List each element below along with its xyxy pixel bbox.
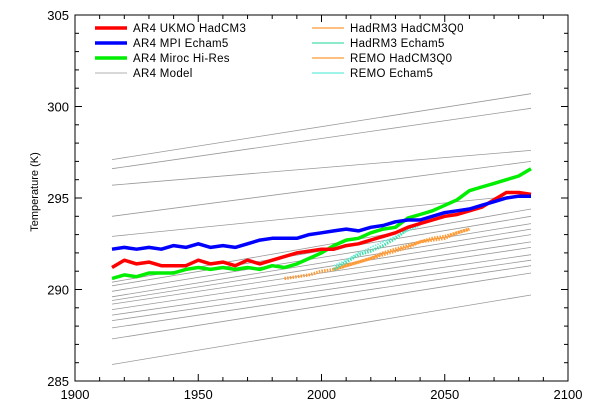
- series-line-ar4-model-12: [111, 247, 532, 310]
- x-tick-label: 2000: [307, 387, 336, 402]
- series-line-hadrm3-hadcm3q0: [284, 227, 470, 281]
- y-tick-label: 295: [47, 191, 69, 206]
- series-line-remo-echam5: [333, 224, 421, 267]
- series-line-ar4-miroc-hi-res: [111, 167, 532, 281]
- legend-label-remo-echam5: REMO Echam5: [350, 68, 433, 80]
- series-line-ar4-model-2: [111, 107, 532, 170]
- series-line-ar4-model-11: [111, 241, 532, 305]
- legend: AR4 UKMO HadCM3 AR4 MPI Echam5 AR4 Miroc H…: [95, 23, 464, 80]
- series-line-ar4-model-13: [111, 254, 532, 316]
- legend-label-ar4-miroc-hi-res: AR4 Miroc Hi-Res: [133, 53, 230, 65]
- chart-marks: [111, 93, 532, 365]
- series-line-ar4-model-15: [111, 265, 532, 329]
- series-line-ar4-model-14: [111, 259, 532, 321]
- legend-label-hadrm3-echam5: HadRM3 Echam5: [350, 38, 445, 50]
- series-line-ar4-model-8: [111, 223, 532, 292]
- x-tick-label: 2050: [430, 387, 459, 402]
- axis-ticks: 1900 1950 2000 2050 2100 285 290 295 300 305: [47, 8, 582, 402]
- series-line-ar4-model-3: [111, 150, 532, 186]
- x-tick-label: 1950: [184, 387, 213, 402]
- x-tick-label: 2100: [554, 387, 583, 402]
- legend-label-ar4-mpi-echam5: AR4 MPI Echam5: [133, 38, 229, 50]
- series-line-ar4-model-9: [111, 228, 532, 298]
- series-line-ar4-model-16: [111, 272, 532, 340]
- series-line-ar4-model-1: [111, 93, 532, 160]
- legend-label-remo-hadcm3q0: REMO HadCM3Q0: [350, 53, 452, 65]
- y-axis-title: Temperature (K): [29, 152, 41, 231]
- y-tick-label: 285: [47, 374, 69, 389]
- series-line-remo-hadcm3q0: [333, 227, 470, 271]
- y-tick-label: 305: [47, 8, 69, 23]
- series-line-ar4-model-17: [111, 294, 532, 365]
- legend-label-ar4-ukmo-hadcm3: AR4 UKMO HadCM3: [133, 23, 246, 35]
- series-line-ar4-model-4: [111, 161, 532, 217]
- series-line-hadrm3-echam5: [332, 222, 421, 271]
- legend-label-ar4-model: AR4 Model: [133, 68, 193, 80]
- y-tick-label: 290: [47, 283, 69, 298]
- series-line-ar4-model-5: [111, 193, 532, 237]
- legend-label-hadrm3-hadcm3q0: HadRM3 HadCM3Q0: [350, 23, 464, 35]
- y-tick-label: 300: [47, 100, 69, 115]
- x-tick-label: 1900: [61, 387, 90, 402]
- series-line-ar4-ukmo-hadcm3: [111, 190, 532, 270]
- series-line-ar4-mpi-echam5: [111, 194, 531, 251]
- series-line-ar4-model-10: [111, 234, 532, 301]
